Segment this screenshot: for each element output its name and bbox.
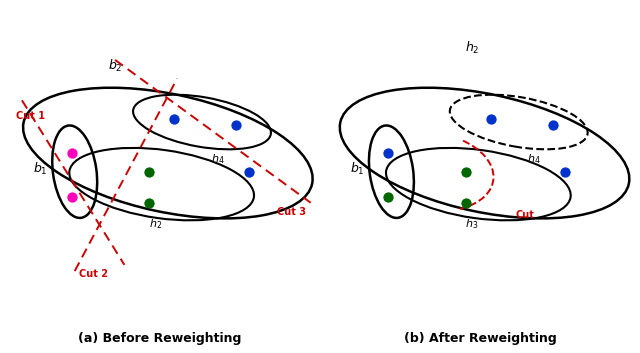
Point (67, 150, 77, 156)
Point (383, 194, 394, 199)
Text: (a) Before Reweighting: (a) Before Reweighting (78, 333, 242, 345)
Point (383, 150, 394, 156)
Text: $h_4$: $h_4$ (211, 152, 225, 166)
Point (560, 169, 570, 174)
Text: $b_1$: $b_1$ (350, 161, 365, 176)
Point (461, 169, 471, 174)
Point (548, 122, 558, 128)
Text: $b_1$: $b_1$ (33, 161, 48, 176)
Text: $h_2$: $h_2$ (465, 40, 479, 55)
Point (486, 116, 496, 122)
Text: $h_2$: $h_2$ (149, 217, 162, 231)
Text: (b) After Reweighting: (b) After Reweighting (404, 333, 556, 345)
Point (243, 169, 253, 174)
Point (231, 122, 241, 128)
Text: Cut 3: Cut 3 (276, 207, 305, 217)
Text: $h_3$: $h_3$ (465, 217, 479, 231)
Text: $h_4$: $h_4$ (527, 152, 541, 166)
Point (461, 200, 471, 205)
Point (169, 116, 179, 122)
Text: Cut: Cut (516, 210, 534, 220)
Point (67, 194, 77, 199)
Text: $b_2$: $b_2$ (108, 58, 122, 74)
Text: Cut 2: Cut 2 (79, 269, 108, 279)
Point (144, 169, 154, 174)
Text: Cut 1: Cut 1 (16, 111, 45, 121)
Point (144, 200, 154, 205)
